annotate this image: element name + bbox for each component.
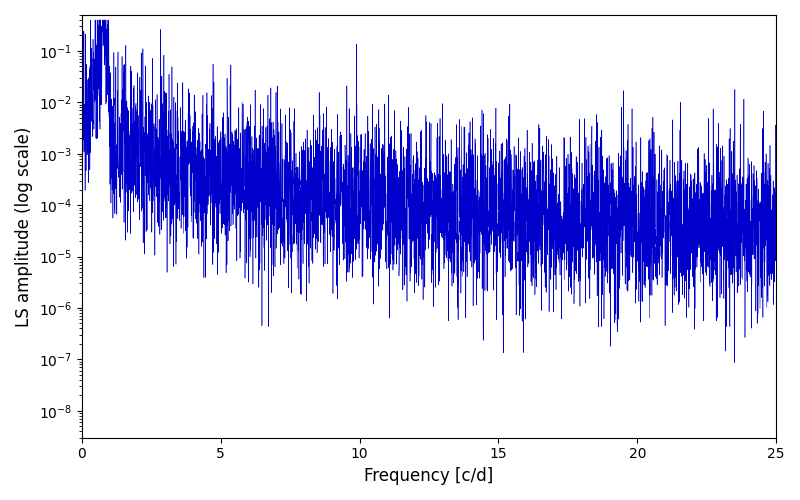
- Y-axis label: LS amplitude (log scale): LS amplitude (log scale): [15, 126, 33, 326]
- X-axis label: Frequency [c/d]: Frequency [c/d]: [364, 467, 494, 485]
